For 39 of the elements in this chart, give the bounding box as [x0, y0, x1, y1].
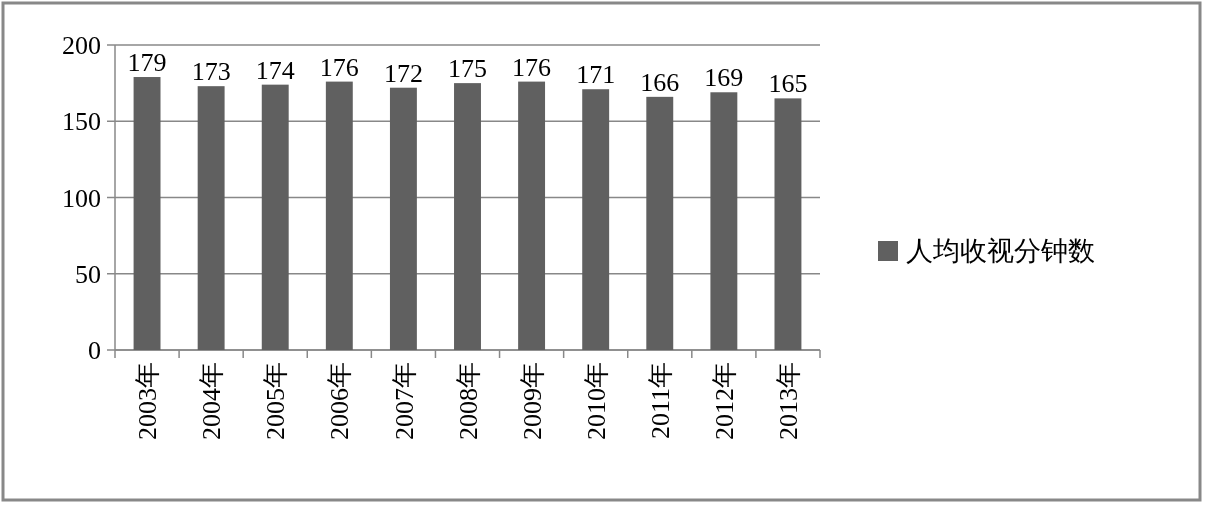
data-label: 171	[576, 60, 616, 90]
bar	[197, 86, 225, 350]
x-tick-label: 2010年	[581, 362, 611, 440]
y-tick-label: 200	[62, 31, 101, 61]
data-label: 176	[512, 52, 552, 82]
y-tick-label: 50	[75, 259, 101, 289]
data-label: 169	[704, 63, 744, 93]
x-tick-label: 2003年	[133, 362, 163, 440]
bar	[261, 84, 289, 350]
data-label: 172	[383, 58, 423, 88]
data-label: 166	[640, 67, 680, 97]
x-tick-label: 2009年	[517, 362, 547, 440]
x-tick-label: 2007年	[389, 362, 419, 440]
bar	[646, 96, 674, 350]
data-label: 176	[319, 52, 359, 82]
bar	[133, 77, 161, 350]
x-tick-label: 2005年	[261, 362, 291, 440]
y-tick-label: 150	[62, 107, 101, 137]
bar	[454, 83, 481, 350]
x-tick-label: 2008年	[453, 362, 483, 440]
x-tick-label: 2011年	[645, 362, 675, 440]
data-label: 174	[255, 55, 295, 85]
legend-label: 人均收视分钟数	[906, 236, 1095, 267]
y-tick-label: 0	[88, 336, 101, 366]
x-tick-label: 2004年	[197, 362, 227, 440]
bar	[774, 98, 802, 350]
x-tick-label: 2012年	[709, 362, 739, 440]
x-tick-label: 2006年	[325, 362, 355, 440]
bar	[389, 87, 417, 350]
bar	[518, 81, 546, 350]
data-label: 175	[448, 54, 487, 84]
x-tick-label: 2013年	[774, 362, 804, 440]
bar	[582, 89, 610, 350]
bar	[325, 81, 353, 350]
data-label: 173	[191, 57, 231, 87]
data-label: 179	[127, 48, 167, 78]
y-tick-label: 100	[62, 183, 101, 213]
data-label: 165	[768, 69, 808, 99]
bar	[710, 92, 738, 350]
